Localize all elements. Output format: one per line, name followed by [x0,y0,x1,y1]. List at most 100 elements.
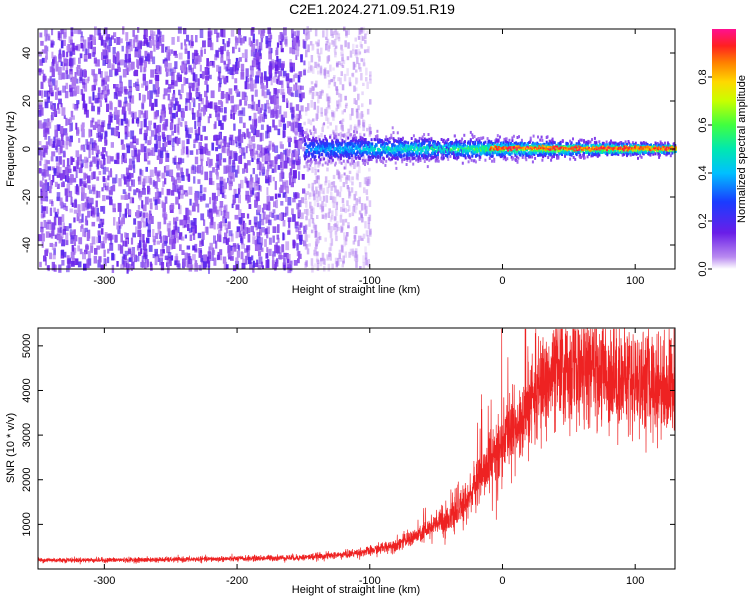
noise-cell [193,53,198,63]
noise-cell [49,252,52,260]
carrier-cell [552,148,555,152]
carrier-cell [442,156,445,160]
noise-cell [243,152,246,159]
noise-cell [42,210,46,218]
faint-noise-cell [363,177,367,185]
noise-cell [168,107,173,115]
noise-cell [260,247,264,252]
noise-cell [141,255,144,263]
faint-noise-cell [358,196,361,204]
carrier-cell [350,149,353,153]
carrier-cell [366,161,369,165]
faint-noise-cell [333,223,336,231]
faint-noise-cell [308,195,311,200]
carrier-cell [417,159,420,163]
noise-cell [291,208,294,215]
faint-noise-cell [355,259,358,268]
noise-cell [194,120,197,129]
faint-noise-cell [363,62,366,67]
noise-cell [282,192,287,198]
noise-cell [262,211,266,220]
noise-cell [292,159,296,165]
noise-cell [148,120,152,125]
faint-noise-cell [320,47,323,55]
faint-noise-cell [313,91,317,97]
noise-cell [61,107,66,116]
faint-noise-cell [356,111,359,119]
noise-cell [250,124,253,130]
faint-noise-cell [359,67,362,72]
faint-noise-cell [348,147,351,151]
noise-cell [157,254,160,262]
noise-cell [63,29,67,38]
faint-noise-cell [331,31,335,35]
noise-cell [267,147,270,156]
carrier-cell [346,144,349,148]
noise-cell [215,240,218,249]
noise-cell [87,210,91,218]
noise-cell [49,66,54,73]
noise-cell [114,56,117,65]
noise-cell [145,218,149,227]
faint-noise-cell [313,101,316,110]
carrier-cell [425,151,428,155]
faint-noise-cell [355,172,359,180]
carrier-cell [340,147,343,151]
noise-cell [110,156,114,162]
faint-noise-cell [332,201,335,208]
noise-cell [94,156,98,164]
faint-noise-cell [360,111,364,119]
noise-cell [174,260,178,266]
faint-noise-cell [311,92,315,100]
carrier-cell [379,151,382,154]
noise-cell [260,35,263,43]
carrier-cell [363,133,366,137]
carrier-cell [507,143,510,147]
faint-noise-cell [318,191,321,197]
faint-noise-cell [304,198,307,204]
faint-noise-cell [333,216,337,222]
carrier-cell [423,145,426,149]
carrier-cell [353,159,355,163]
noise-cell [85,109,89,118]
noise-cell [278,119,282,127]
noise-cell [204,171,209,181]
noise-cell [49,221,53,230]
noise-cell [38,234,42,242]
carrier-cell [439,147,442,151]
carrier-cell [476,146,479,150]
noise-cell [226,63,230,71]
faint-noise-cell [342,260,345,265]
noise-cell [300,197,305,204]
noise-cell [218,66,222,74]
noise-cell [173,89,176,95]
noise-cell [289,47,293,54]
carrier-cell [415,158,418,162]
faint-noise-cell [340,51,343,57]
noise-cell [93,255,97,264]
noise-cell [137,120,140,127]
noise-cell [132,232,136,238]
noise-cell [188,82,193,89]
noise-cell [254,89,258,97]
carrier-cell [315,159,318,162]
faint-noise-cell [304,110,308,116]
noise-cell [252,231,255,236]
noise-cell [102,236,107,244]
faint-noise-cell [353,162,356,169]
faint-noise-cell [341,245,344,253]
noise-cell [245,190,250,200]
noise-cell [82,251,86,260]
noise-cell [178,191,181,200]
noise-cell [43,255,47,262]
faint-noise-cell [313,253,317,257]
carrier-cell [307,144,310,148]
noise-cell [86,263,90,268]
noise-cell [184,252,188,260]
noise-cell [249,262,253,270]
carrier-cell [433,144,436,148]
carrier-cell [407,141,410,145]
noise-cell [106,155,111,164]
carrier-cell [477,141,480,145]
noise-cell [52,174,55,183]
